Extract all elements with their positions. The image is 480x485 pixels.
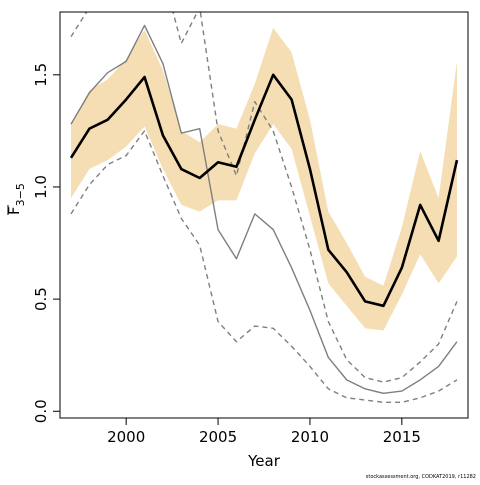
y-axis: 0.0 0.5 1.0 1.5 — [32, 63, 61, 423]
y-axis-label: F3−5 — [5, 183, 27, 215]
y-tick-label: 1.0 — [32, 175, 50, 199]
comparison-upper-line — [70, 12, 458, 383]
plot-area — [69, 12, 459, 403]
y-axis-label-main: F — [5, 206, 23, 215]
estimate-line — [69, 73, 459, 308]
y-tick-label: 0.5 — [32, 287, 50, 311]
y-tick-label: 0.0 — [32, 399, 50, 423]
credit-text: stockassessment.org, CODKAT2019, r11282 — [366, 474, 476, 480]
x-axis-label: Year — [247, 452, 281, 470]
y-axis-label-subscript: 3−5 — [14, 183, 27, 206]
x-tick-label: 2015 — [383, 428, 421, 446]
x-tick-label: 2010 — [291, 428, 329, 446]
svg-text:F3−5: F3−5 — [5, 183, 27, 215]
x-tick-label: 2005 — [199, 428, 237, 446]
comparison-lower-line — [70, 130, 458, 403]
confidence-band — [71, 27, 457, 331]
y-tick-label: 1.5 — [32, 63, 50, 87]
x-tick-label: 2000 — [107, 428, 145, 446]
x-axis: 2000 2005 2010 2015 — [107, 417, 421, 446]
comparison-line — [70, 24, 458, 395]
